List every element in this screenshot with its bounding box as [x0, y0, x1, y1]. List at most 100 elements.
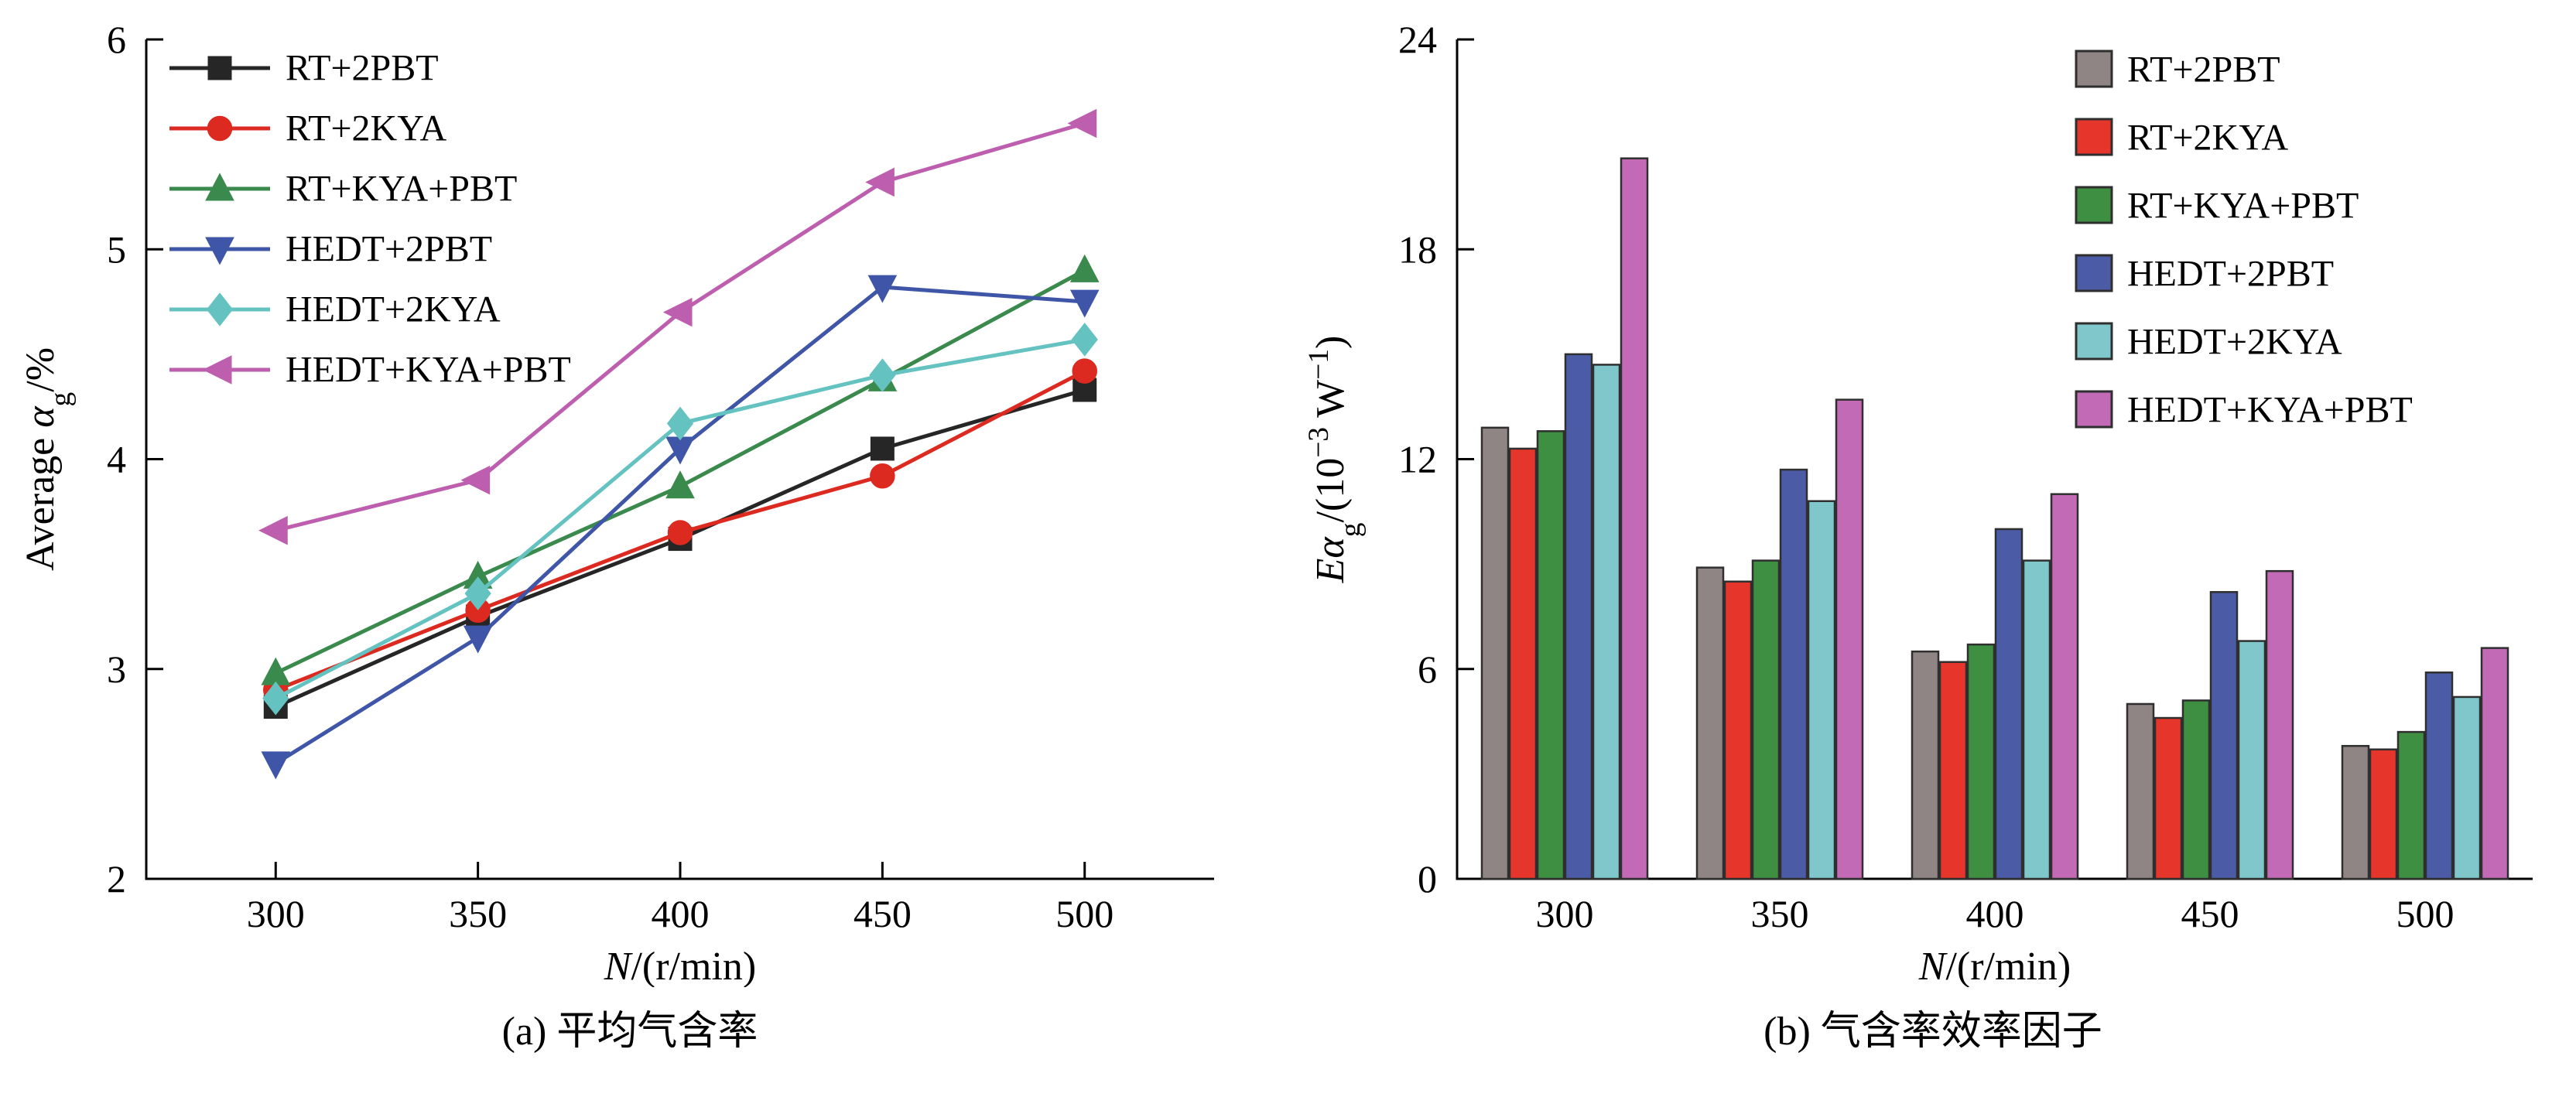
marker-triangle-up: [1069, 254, 1100, 282]
legend-label: HEDT+2PBT: [286, 229, 492, 270]
marker-triangle-left: [865, 167, 895, 197]
panel-b: 0 6 12 18 24 300 350 400 450 500 N/(r/min) Eαg/(10−…: [1298, 20, 2567, 1056]
bar: [1480, 426, 1510, 880]
bar: [2154, 716, 2183, 880]
marker-triangle-left: [258, 515, 288, 545]
bar: [1620, 157, 1649, 880]
legend-label: HEDT+2KYA: [2127, 322, 2342, 363]
bar: [1508, 447, 1538, 880]
bar: [2050, 493, 2079, 880]
bar: [1536, 430, 1565, 880]
bar: [1911, 650, 1940, 880]
legend-label: HEDT+2KYA: [286, 289, 501, 330]
y-tick-label: 6: [1418, 648, 1437, 691]
bar: [2181, 699, 2211, 880]
legend-label: RT+2KYA: [2127, 118, 2289, 159]
marker-triangle-up: [261, 657, 291, 685]
y-axis-title: Eαg/(10−3 W−1): [1303, 336, 1367, 584]
bar: [1807, 500, 1836, 880]
x-axis-title: N/(r/min): [604, 945, 756, 987]
marker-triangle-down: [463, 625, 493, 654]
y-tick-label: 3: [107, 648, 126, 691]
y-tick-label: 4: [107, 438, 126, 481]
x-tick-label: 500: [1055, 892, 1114, 935]
marker-circle: [870, 463, 895, 489]
marker-triangle-down: [205, 237, 234, 265]
bar: [1695, 566, 1725, 880]
bar: [1835, 398, 1864, 880]
marker-diamond: [869, 358, 896, 392]
marker-diamond: [1071, 323, 1098, 357]
marker-triangle-left: [662, 297, 693, 327]
panel-a: 2 3 4 5 6 300 350 400 450 500 N/(r/min) Average αg/…: [11, 20, 1249, 1056]
legend-label: RT+KYA+PBT: [2127, 186, 2359, 227]
line-chart-average-gas-holdup: 2 3 4 5 6 300 350 400 450 500 N/(r/min) Average αg/…: [19, 20, 1214, 987]
x-tick-label: 450: [2181, 892, 2239, 935]
legend-label: RT+2KYA: [286, 108, 447, 149]
marker-triangle-up: [665, 470, 695, 499]
y-tick-label: 2: [107, 857, 126, 900]
series-line: [275, 337, 1086, 700]
bar: [2237, 640, 2266, 880]
x-tick-label: 300: [247, 892, 305, 935]
legend-swatch: [2075, 50, 2113, 88]
marker-diamond: [464, 576, 491, 610]
bar: [2452, 695, 2482, 880]
x-tick-label: 350: [1751, 892, 1809, 935]
marker-square: [870, 436, 895, 461]
x-axis-title: N/(r/min): [1918, 945, 2071, 987]
marker-diamond: [666, 406, 694, 441]
legend-swatch: [2075, 390, 2113, 429]
marker-triangle-left: [202, 355, 232, 384]
bar: [1938, 661, 1968, 880]
marker-square: [207, 56, 232, 80]
y-axis-title: Average αg/%: [19, 347, 77, 571]
legend-swatch: [2075, 322, 2113, 361]
figure: 2 3 4 5 6 300 350 400 450 500 N/(r/min) Average αg/…: [11, 20, 2567, 1056]
marker-diamond: [262, 681, 289, 716]
marker-circle: [667, 520, 693, 545]
marker-triangle-up: [205, 173, 234, 201]
bar: [2126, 702, 2155, 880]
bar: [1751, 559, 1781, 880]
panel-a-caption: (a) 平均气含率: [501, 1010, 758, 1054]
marker-circle: [1072, 358, 1097, 384]
y-tick-label: 18: [1398, 227, 1437, 271]
bar-chart-efficiency-factor: 0 6 12 18 24 300 350 400 450 500 N/(r/min) Eαg/(10−…: [1303, 20, 2533, 987]
y-tick-label: 6: [107, 20, 126, 61]
bar: [1779, 468, 1808, 880]
marker-circle: [207, 115, 233, 142]
bar: [2341, 744, 2370, 880]
legend-swatch: [2075, 186, 2113, 224]
marker-triangle-down: [867, 275, 898, 303]
y-tick-label: 5: [107, 227, 126, 271]
bar: [2209, 591, 2239, 880]
legend-swatch: [2075, 254, 2113, 292]
marker-triangle-left: [1067, 108, 1097, 138]
bar: [2424, 672, 2454, 880]
y-tick-label: 24: [1398, 20, 1437, 61]
x-tick-label: 500: [2396, 892, 2455, 935]
bar: [1592, 364, 1621, 880]
legend-label: RT+2PBT: [286, 48, 439, 89]
bar: [1723, 580, 1753, 880]
legend-label: RT+KYA+PBT: [286, 169, 517, 210]
marker-triangle-down: [1069, 289, 1100, 318]
bar: [1994, 528, 2024, 880]
legend-swatch: [2075, 118, 2113, 156]
bar: [2022, 559, 2051, 880]
x-tick-label: 450: [854, 892, 912, 935]
bar: [2265, 569, 2294, 880]
y-tick-label: 12: [1398, 438, 1437, 481]
legend-label: HEDT+KYA+PBT: [2127, 390, 2413, 431]
legend-label: RT+2PBT: [2127, 50, 2280, 91]
bar: [2369, 748, 2398, 880]
y-tick-label: 0: [1418, 857, 1437, 900]
panel-b-caption: (b) 气含率效率因子: [1764, 1010, 2102, 1054]
marker-diamond: [206, 292, 234, 326]
legend-label: HEDT+2PBT: [2127, 254, 2334, 295]
bar: [2480, 647, 2509, 880]
bar: [1966, 643, 1996, 880]
marker-triangle-down: [261, 751, 291, 780]
legend-label: HEDT+KYA+PBT: [286, 350, 571, 391]
